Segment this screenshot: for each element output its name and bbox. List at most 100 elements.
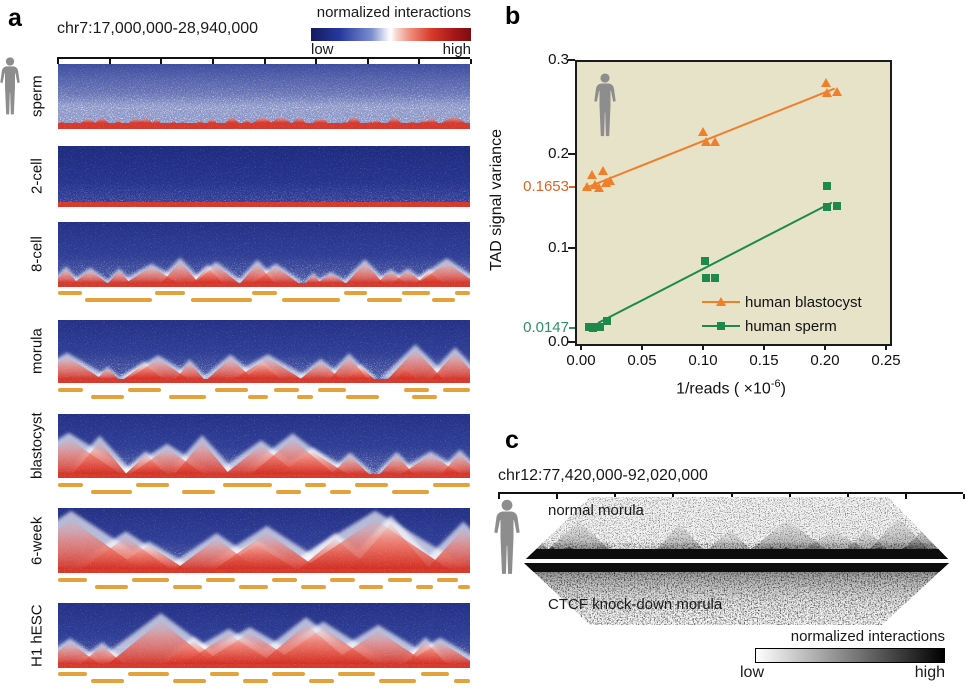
- ruler-tick: [846, 494, 849, 499]
- data-point: [604, 176, 615, 186]
- tad-bar-segment: [387, 578, 413, 582]
- x-tick-mark: [824, 344, 826, 350]
- x-axis-title-text: 1/reads ( ×10: [676, 380, 771, 398]
- tad-bar-segment: [90, 395, 124, 399]
- x-axis-title-exponent: -6: [770, 378, 781, 390]
- x-tick-label: 0.10: [688, 352, 718, 369]
- tad-bar-segment: [58, 291, 82, 295]
- data-point: [586, 169, 597, 179]
- tad-bar-segment: [274, 388, 300, 392]
- data-point: [701, 257, 709, 266]
- y-tick-label: 0.0: [548, 333, 569, 350]
- colorbar-c-gradient: [755, 648, 945, 663]
- scatter-plot-inner: [577, 62, 890, 344]
- y-tick-mark: [568, 247, 575, 249]
- ruler-tick: [108, 59, 111, 64]
- colorbar-c-title: normalized interactions: [790, 628, 945, 645]
- map-label-ctcf-knockdown-morula: CTCF knock-down morula: [548, 596, 723, 613]
- scatter-plot-area: human blastocyst human sperm: [575, 60, 892, 346]
- tad-bar-segment: [416, 585, 433, 589]
- ruler-tick: [160, 59, 163, 64]
- y-tick-mark: [568, 59, 575, 61]
- x-tick-mark: [641, 344, 643, 350]
- y-intercept-label: 0.1653: [523, 177, 569, 195]
- data-point: [581, 181, 592, 191]
- data-point: [710, 274, 719, 283]
- tad-bar-segment: [243, 679, 269, 683]
- row-label-morula: morula: [28, 328, 46, 375]
- tad-bar-segment: [317, 388, 347, 392]
- tad-bar-segment: [181, 490, 215, 494]
- tad-bar-segment: [329, 578, 355, 582]
- row-label-2cell: 2-cell: [28, 158, 46, 195]
- tad-bar-segment: [58, 672, 87, 676]
- tad-bar-segment: [58, 483, 83, 487]
- legend-marker-blastocyst: [702, 294, 740, 310]
- human-silhouette-icon: [594, 68, 616, 142]
- tad-bar-segment: [437, 578, 458, 582]
- hic-heatmap-ctcf-knockdown-morula: [510, 563, 963, 625]
- tad-bar-segment: [391, 490, 429, 494]
- data-point: [597, 165, 608, 175]
- triangle-marker-icon: [716, 297, 726, 306]
- tad-bar-segment: [272, 672, 306, 676]
- tad-bar-segment: [90, 679, 124, 683]
- ruler-tick: [366, 59, 369, 64]
- tad-bar-segment: [457, 585, 470, 589]
- colorbar-a-high-label: high: [442, 41, 471, 58]
- colorbar-c-high-label: high: [914, 664, 945, 681]
- hic-heatmap-2cell: [58, 146, 470, 207]
- x-axis-title-close: ): [780, 380, 786, 398]
- hic-heatmap-normal-morula: [510, 497, 963, 559]
- tad-bar-segment: [214, 388, 248, 392]
- tad-bar-segment: [85, 298, 152, 302]
- hic-heatmap-blastocyst: [58, 414, 470, 478]
- tad-bar-segment: [346, 395, 380, 399]
- tad-bar-segment: [154, 291, 185, 295]
- ruler-tick: [788, 494, 791, 499]
- y-tick-label: 0.1: [548, 239, 569, 256]
- hic-heatmap-morula: [58, 320, 470, 383]
- panel-b-letter: b: [505, 2, 521, 30]
- x-tick-mark: [885, 344, 887, 350]
- tad-bar-segment: [95, 585, 129, 589]
- row-label-sperm: sperm: [28, 75, 46, 118]
- y-intercept-tick: [569, 327, 575, 330]
- ruler-tick: [614, 494, 617, 499]
- ruler-tick: [263, 59, 266, 64]
- tad-bar-segment: [412, 395, 438, 399]
- colorbar-a-low-label: low: [311, 41, 334, 58]
- tad-bar-segment: [128, 672, 170, 676]
- panel-a-letter: a: [8, 4, 22, 32]
- x-tick-label: 0.25: [871, 352, 901, 369]
- panel-c-region-title: chr12:77,420,000-92,020,000: [498, 467, 708, 484]
- tad-bar-segment: [338, 672, 376, 676]
- x-tick-mark: [702, 344, 704, 350]
- tad-bar-segment: [343, 291, 367, 295]
- ruler-tick: [498, 494, 500, 499]
- tad-bar-segment: [272, 578, 297, 582]
- colorbar-a-title: normalized interactions: [316, 4, 471, 21]
- tad-bars-h1hesc: [58, 672, 470, 685]
- legend-label: human sperm: [745, 317, 837, 335]
- tad-bar-segment: [305, 483, 326, 487]
- genome-ruler-a: [57, 57, 472, 65]
- tad-bar-segment: [455, 291, 470, 295]
- data-point: [593, 182, 604, 192]
- tad-bar-segment: [58, 388, 83, 392]
- x-tick-label: 0.00: [566, 352, 596, 369]
- data-point: [822, 87, 832, 97]
- tad-bar-segment: [239, 585, 269, 589]
- tad-bar-segment: [247, 395, 269, 399]
- human-silhouette-icon: [0, 56, 20, 116]
- tad-bar-segment: [206, 578, 236, 582]
- y-tick-mark: [568, 341, 575, 343]
- data-point: [831, 87, 842, 97]
- tad-bar-segment: [432, 483, 470, 487]
- tad-bar-segment: [191, 298, 252, 302]
- data-point: [823, 202, 831, 211]
- hic-heatmap-8cell: [58, 222, 470, 287]
- ruler-tick: [418, 59, 421, 64]
- y-intercept-tick: [569, 185, 575, 188]
